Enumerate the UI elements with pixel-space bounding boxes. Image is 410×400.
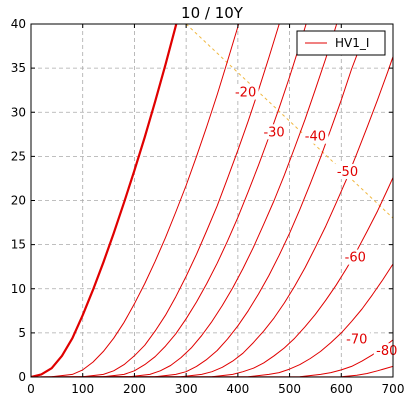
x-tick-label: 600 — [330, 382, 353, 396]
axis-ticks: 0 100 200 300 400 500 600 700 0 5 10 15 20 25 30 35 40 — [11, 17, 405, 396]
x-tick-label: 200 — [123, 382, 146, 396]
load-line-path — [185, 23, 394, 219]
curve-5 — [31, 41, 363, 377]
curve-label: -30 — [263, 125, 284, 140]
y-tick-label: 0 — [18, 370, 26, 384]
curve-label-bg — [342, 249, 369, 265]
curves — [31, 24, 393, 377]
y-tick-label: 5 — [18, 326, 26, 340]
curve-2 — [31, 24, 280, 377]
x-tick-label: 0 — [27, 382, 35, 396]
y-tick-label: 20 — [11, 194, 26, 208]
y-tick-label: 30 — [11, 105, 26, 119]
curve-label-bg — [334, 164, 361, 180]
curve-label: -50 — [337, 165, 358, 180]
curve-4 — [31, 24, 338, 377]
grid — [31, 24, 393, 377]
curve-label-bg — [261, 124, 288, 140]
curve-6 — [31, 56, 393, 377]
x-tick-label: 700 — [382, 382, 405, 396]
load-line — [185, 23, 394, 219]
plot-frame — [30, 23, 394, 378]
y-tick-label: 10 — [11, 282, 26, 296]
x-tick-label: 500 — [278, 382, 301, 396]
curve-label-bg — [343, 331, 370, 347]
curve-label: -60 — [345, 251, 366, 266]
y-tick-label: 15 — [11, 238, 26, 252]
curve-1 — [31, 24, 240, 377]
x-tick-label: 100 — [71, 382, 94, 396]
curve-7 — [31, 177, 393, 377]
curve-label-bg — [232, 84, 259, 100]
curve-0 — [31, 24, 178, 377]
legend: HV1_I — [296, 30, 386, 56]
curve-label-bg — [302, 128, 329, 144]
curve-label: -80 — [376, 344, 397, 359]
curve-label: -40 — [305, 130, 326, 145]
curve-labels: -20 -30 -40 -50 -60 -70 -80 — [232, 84, 400, 359]
chart-title: 10 / 10Y — [181, 4, 244, 22]
curve-label: -20 — [235, 86, 256, 101]
legend-label: HV1_I — [335, 36, 369, 50]
y-tick-label: 40 — [11, 17, 26, 31]
curve-label: -70 — [346, 333, 367, 348]
curve-8 — [31, 263, 393, 377]
curve-3 — [31, 24, 307, 377]
x-tick-label: 400 — [226, 382, 249, 396]
y-tick-label: 25 — [11, 149, 26, 163]
y-tick-label: 35 — [11, 61, 26, 75]
x-tick-label: 300 — [175, 382, 198, 396]
